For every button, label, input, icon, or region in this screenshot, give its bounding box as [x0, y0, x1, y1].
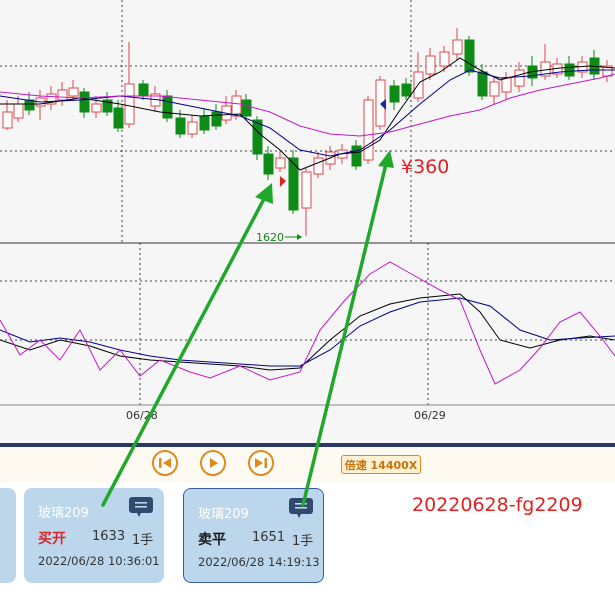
candle [363, 99, 374, 161]
skip-back-icon [159, 458, 171, 468]
candle [46, 93, 57, 105]
candle [288, 157, 299, 211]
candle [252, 119, 263, 155]
trade-lots: 1手 [132, 533, 154, 548]
candle [91, 103, 102, 113]
skip-forward-icon [255, 458, 267, 468]
candle [313, 157, 324, 175]
skip-forward-button[interactable] [248, 450, 274, 476]
candle [401, 83, 412, 97]
trade-lots: 1手 [292, 534, 314, 549]
candle [231, 95, 242, 117]
candle [57, 89, 68, 101]
candle [263, 153, 274, 175]
playback-toolbar [0, 447, 615, 482]
candle [439, 51, 450, 67]
candle [124, 83, 135, 125]
candle [138, 83, 149, 97]
candle [79, 91, 90, 113]
low-price-label: 1620 [256, 231, 284, 244]
osc-line-2 [0, 297, 615, 367]
trade-time: 2022/06/28 10:36:01 [38, 554, 160, 568]
candle [162, 95, 173, 119]
kline-chart[interactable]: 1620 06/28 06/29 ¥360 [0, 0, 615, 445]
candle [24, 99, 35, 111]
date-label-0629: 06/29 [414, 409, 446, 422]
trade-price: 1651 [252, 530, 286, 545]
candle [175, 117, 186, 135]
candle [211, 111, 222, 127]
chart-background [0, 0, 615, 443]
candle [102, 99, 113, 113]
trade-action: 卖平 [198, 532, 226, 548]
candle [452, 39, 463, 55]
candle [13, 103, 24, 119]
chart-caption: 20220628-fg2209 [412, 494, 583, 516]
chat-icon[interactable] [288, 497, 314, 519]
candle [564, 63, 575, 77]
ma-long-line [0, 73, 615, 137]
trade-symbol: 玻璃209 [38, 506, 89, 521]
skip-back-button[interactable] [152, 450, 178, 476]
play-button[interactable] [200, 450, 226, 476]
trade-symbol: 玻璃209 [198, 507, 249, 522]
candle [187, 121, 198, 135]
trade-card-partial[interactable] [0, 488, 16, 583]
candle [514, 69, 525, 87]
speed-button[interactable]: 倍速 14400X [341, 455, 421, 474]
candle [477, 71, 488, 97]
ma-mid-line [0, 69, 615, 157]
ma-short-line [0, 57, 615, 171]
candle [389, 85, 400, 103]
candle [241, 99, 252, 117]
candle [489, 81, 500, 97]
buy-marker-icon [280, 176, 286, 187]
candle [425, 55, 436, 75]
trade-action: 买开 [38, 531, 66, 547]
candle [351, 145, 362, 167]
candle [68, 87, 79, 97]
play-icon [210, 458, 218, 468]
date-label-0628: 06/28 [126, 409, 158, 422]
sell-marker-icon [380, 99, 386, 110]
moving-averages [0, 57, 615, 171]
candle [413, 71, 424, 99]
candle [464, 39, 475, 73]
candles [2, 28, 613, 236]
candle [2, 111, 13, 129]
candle [301, 171, 312, 209]
profit-annotation: ¥360 [401, 156, 449, 178]
candle [199, 115, 210, 131]
trade-card-buy-open[interactable]: 玻璃209 买开 1633 1手 2022/06/28 10:36:01 [24, 488, 164, 583]
trade-time: 2022/06/28 14:19:13 [198, 555, 320, 569]
candle [501, 77, 512, 93]
trade-card-sell-close[interactable]: 玻璃209 卖平 1651 1手 2022/06/28 14:19:13 [183, 488, 324, 583]
candle [275, 157, 286, 169]
trade-price: 1633 [92, 529, 126, 544]
low-price-arrow-head-icon [297, 234, 302, 240]
chat-icon[interactable] [128, 496, 154, 518]
candle [113, 107, 124, 129]
